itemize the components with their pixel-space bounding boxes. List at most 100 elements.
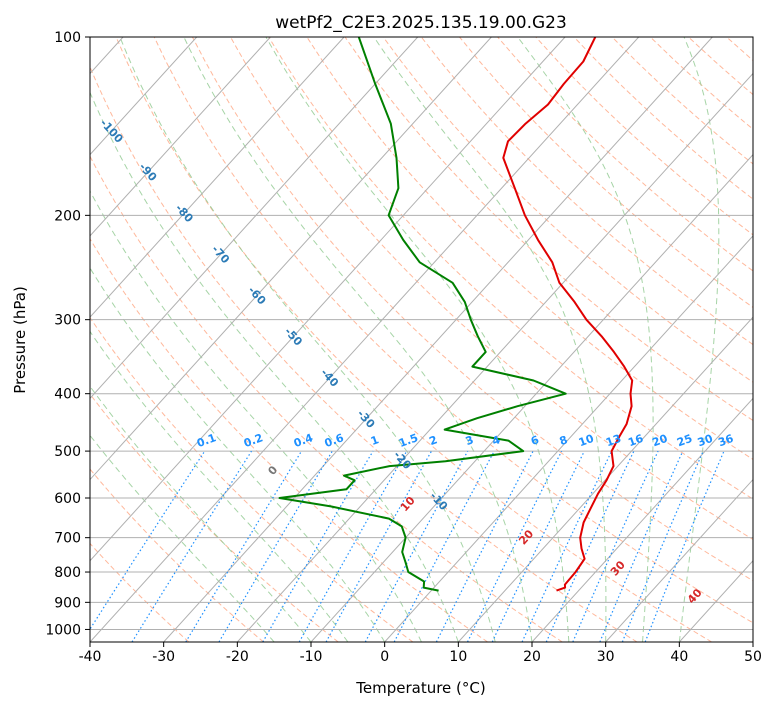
isotherm-gridline	[90, 37, 198, 156]
isotherm-gridline	[310, 153, 753, 642]
isotherm-gridline	[531, 397, 753, 642]
x-tick-label: 20	[523, 649, 541, 665]
dry-adiabat	[382, 37, 753, 383]
x-tick-label: -10	[300, 649, 323, 665]
moist-adiabat	[265, 37, 570, 642]
dry-adiabat	[726, 37, 753, 62]
moist-adiabat-label: 20	[516, 527, 536, 547]
dry-adiabat	[497, 37, 753, 272]
x-tick-label: 50	[744, 649, 762, 665]
moist-adiabat	[119, 37, 496, 642]
mixing-ratio-label: 0.2	[242, 431, 265, 450]
isotherm-gridline	[90, 37, 345, 318]
mixing-ratio-line	[325, 450, 433, 642]
dry-adiabat	[344, 37, 753, 422]
isotherm-gridline	[678, 560, 753, 642]
mixing-ratio-line	[599, 450, 684, 642]
temperature-line	[502, 37, 634, 592]
x-tick-label: -40	[79, 649, 102, 665]
dry-adiabat	[90, 65, 638, 642]
dry-adiabats	[90, 37, 753, 642]
mixing-ratio-label: 1.5	[397, 431, 420, 450]
dry-adiabat	[90, 316, 414, 642]
isotherm-gridline	[605, 478, 753, 642]
y-tick-label: 1000	[45, 622, 81, 638]
mixing-ratio-label: 4	[490, 433, 502, 448]
mixing-ratio-label: 0.1	[195, 431, 218, 450]
mixing-ratio-line	[364, 450, 469, 642]
moist-adiabat	[90, 91, 459, 642]
dry-adiabat	[459, 37, 753, 309]
isotherm-gridline	[90, 37, 419, 400]
mixing-ratio-label: 1	[369, 433, 381, 448]
mixing-ratio-label: 6	[529, 433, 541, 448]
x-tick-label: 30	[597, 649, 615, 665]
moist-adiabat	[678, 37, 720, 642]
isotherm-gridline	[90, 37, 640, 642]
isotherm-gridline	[90, 37, 566, 562]
dry-adiabat	[90, 155, 563, 642]
moist-adiabat-label: 10	[398, 494, 418, 514]
mixing-ratio-label: 0.4	[292, 431, 315, 450]
isotherm-gridline	[90, 37, 492, 481]
moist-adiabat	[90, 330, 349, 642]
mixing-ratio-label: 3	[464, 433, 476, 448]
y-tick-label: 200	[54, 208, 81, 224]
y-axis-label: Pressure (hPa)	[11, 286, 29, 394]
mixing-ratio-label: 25	[675, 432, 694, 449]
mixing-ratio-label: 2	[428, 433, 440, 448]
mixing-ratio-line	[185, 450, 303, 642]
moist-adiabat	[90, 434, 275, 642]
moist-adiabat	[90, 267, 386, 642]
chart-title: wetPf2_C2E3.2025.135.19.00.G23	[275, 13, 567, 33]
mixing-ratio-line	[131, 450, 253, 642]
moist-adiabat	[517, 37, 654, 642]
plot-area: -100-90-80-70-60-50-40-30-20-100.1 0.2 0.4…	[90, 37, 753, 642]
dewpoint-line	[278, 37, 567, 592]
dry-adiabat	[535, 37, 753, 236]
x-tick-label: -20	[226, 649, 249, 665]
mixing-ratio-line	[466, 450, 563, 642]
moist-adiabat	[90, 190, 422, 642]
x-axis-label: Temperature (°C)	[355, 679, 485, 697]
profile-series	[278, 37, 634, 592]
dry-adiabat	[688, 37, 753, 96]
y-tick-label: 100	[54, 30, 81, 46]
mixing-ratio-line	[435, 450, 534, 642]
mixing-ratio-label: 0.6	[323, 431, 346, 450]
y-tick-label: 600	[54, 491, 81, 507]
dry-adiabat	[153, 37, 753, 624]
x-tick-label: 10	[449, 649, 467, 665]
isotherm-gridline	[236, 72, 753, 642]
mixing-ratio-label: 13	[604, 432, 623, 449]
moist-adiabat-label: 40	[685, 586, 705, 606]
y-tick-label: 700	[54, 531, 81, 547]
isotherm-gridline	[384, 235, 753, 642]
x-tick-label: 40	[670, 649, 688, 665]
y-tick-label: 400	[54, 387, 81, 403]
mixing-ratio-line	[491, 450, 585, 642]
mixing-ratio-label: 36	[716, 432, 735, 450]
y-tick-label: 300	[54, 313, 81, 329]
axes: -40 -30 -20 -10 0 10 20 30 40 5010020030040050060…	[45, 30, 762, 665]
dry-adiabat	[649, 37, 753, 130]
mixing-ratio-label: 8	[558, 433, 570, 448]
dry-adiabat	[90, 468, 264, 642]
mixing-ratio-label: 20	[651, 432, 670, 450]
mixing-ratio-line	[393, 450, 495, 642]
dry-adiabat	[306, 37, 753, 460]
y-tick-label: 800	[54, 565, 81, 581]
y-tick-label: 900	[54, 595, 81, 611]
dry-adiabat	[420, 37, 753, 346]
mixing-ratio-line	[298, 450, 408, 642]
dry-adiabat	[191, 37, 753, 582]
isotherm-gridline	[163, 37, 713, 642]
x-tick-label: 0	[380, 649, 389, 665]
mixing-ratio-label: 16	[626, 432, 645, 450]
plot-frame	[89, 36, 754, 643]
moist-adiabat	[90, 385, 312, 642]
x-tick-label: -30	[152, 649, 175, 665]
mixing-ratio-label: 10	[577, 432, 596, 450]
moist-adiabat-label: 0	[265, 463, 280, 478]
